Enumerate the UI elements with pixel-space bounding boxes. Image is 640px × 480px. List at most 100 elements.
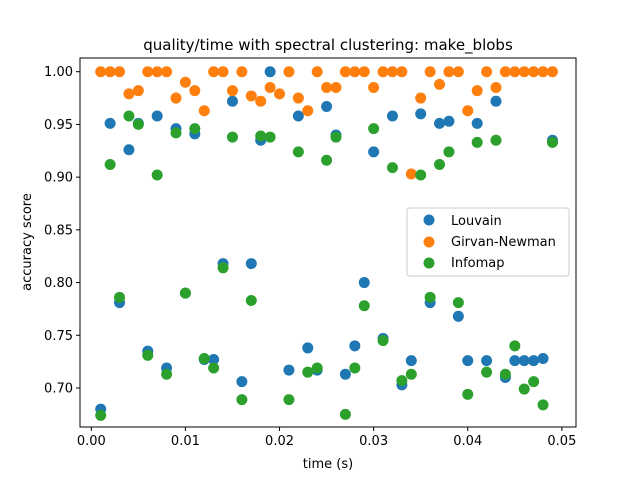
point-girvan-newman <box>179 76 191 88</box>
point-girvan-newman <box>424 66 436 78</box>
point-girvan-newman <box>123 88 135 100</box>
point-infomap <box>95 409 107 421</box>
point-infomap <box>377 335 389 347</box>
point-girvan-newman <box>396 66 408 78</box>
y-axis-label: accuracy score <box>20 193 35 291</box>
point-louvain <box>339 368 351 380</box>
point-girvan-newman <box>236 66 248 78</box>
legend-label-infomap: Infomap <box>451 256 505 271</box>
point-louvain <box>104 117 116 129</box>
point-girvan-newman <box>434 78 446 90</box>
point-infomap <box>443 146 455 158</box>
y-tick-label: 0.90 <box>44 171 73 186</box>
point-girvan-newman <box>142 66 154 78</box>
y-axis-ticks: 0.70 0.75 0.80 0.85 0.90 0.95 1.00 <box>44 65 80 396</box>
point-infomap <box>321 154 333 166</box>
point-girvan-newman <box>226 85 238 97</box>
point-louvain <box>481 355 493 367</box>
point-infomap <box>396 375 408 387</box>
point-infomap <box>104 158 116 170</box>
point-infomap <box>264 131 276 143</box>
point-infomap <box>452 297 464 309</box>
point-infomap <box>537 399 549 411</box>
point-girvan-newman <box>499 66 511 78</box>
point-girvan-newman <box>443 66 455 78</box>
point-infomap <box>339 408 351 420</box>
point-louvain <box>528 355 540 367</box>
point-louvain <box>452 310 464 322</box>
data-points <box>95 66 558 421</box>
point-girvan-newman <box>132 85 144 97</box>
point-louvain <box>264 66 276 78</box>
x-tick-label: 0.02 <box>265 434 294 449</box>
point-louvain <box>292 110 304 122</box>
point-louvain <box>471 117 483 129</box>
point-louvain <box>208 354 220 366</box>
point-girvan-newman <box>283 66 295 78</box>
legend-marker-girvan-newman <box>423 236 435 248</box>
y-tick-label: 0.75 <box>44 329 73 344</box>
point-infomap <box>283 394 295 406</box>
point-girvan-newman <box>114 66 126 78</box>
point-girvan-newman <box>462 105 474 117</box>
legend-label-louvain: Louvain <box>451 214 502 229</box>
point-louvain <box>245 258 257 270</box>
point-infomap <box>499 368 511 380</box>
point-infomap <box>161 368 173 380</box>
point-girvan-newman <box>292 92 304 104</box>
point-infomap <box>349 362 361 374</box>
y-tick-label: 0.70 <box>44 381 73 396</box>
point-infomap <box>292 146 304 158</box>
point-louvain <box>386 110 398 122</box>
x-tick-label: 0.04 <box>453 434 482 449</box>
point-infomap <box>302 366 314 378</box>
point-infomap <box>368 123 380 135</box>
point-infomap <box>415 169 427 181</box>
point-girvan-newman <box>264 82 276 94</box>
point-louvain <box>415 108 427 120</box>
point-girvan-newman <box>95 66 107 78</box>
point-girvan-newman <box>151 66 163 78</box>
legend-marker-louvain <box>423 214 435 226</box>
point-girvan-newman <box>537 66 549 78</box>
x-tick-label: 0.00 <box>77 434 106 449</box>
point-infomap <box>142 349 154 361</box>
point-louvain <box>405 355 417 367</box>
point-infomap <box>189 123 201 135</box>
point-girvan-newman <box>321 82 333 94</box>
point-infomap <box>170 127 182 139</box>
point-louvain <box>349 340 361 352</box>
point-infomap <box>179 287 191 299</box>
point-girvan-newman <box>415 92 427 104</box>
point-infomap <box>386 162 398 174</box>
x-tick-label: 0.05 <box>547 434 576 449</box>
point-infomap <box>123 110 135 122</box>
point-girvan-newman <box>198 105 210 117</box>
y-tick-label: 0.80 <box>44 276 73 291</box>
point-girvan-newman <box>405 168 417 180</box>
point-infomap <box>424 291 436 303</box>
point-infomap <box>330 131 342 143</box>
y-tick-label: 0.85 <box>44 223 73 238</box>
point-girvan-newman <box>509 66 521 78</box>
legend-frame <box>406 207 570 277</box>
y-tick-label: 0.95 <box>44 118 73 133</box>
x-tick-label: 0.03 <box>359 434 388 449</box>
point-infomap <box>490 134 502 146</box>
point-girvan-newman <box>302 105 314 117</box>
point-girvan-newman <box>311 66 323 78</box>
point-infomap <box>311 362 323 374</box>
point-louvain <box>434 117 446 129</box>
point-girvan-newman <box>104 66 116 78</box>
point-girvan-newman <box>368 82 380 94</box>
point-girvan-newman <box>339 66 351 78</box>
point-infomap <box>434 158 446 170</box>
point-girvan-newman <box>274 88 286 100</box>
point-girvan-newman <box>330 82 342 94</box>
point-girvan-newman <box>189 85 201 97</box>
y-tick-label: 1.00 <box>44 65 73 80</box>
point-louvain <box>151 110 163 122</box>
point-girvan-newman <box>349 66 361 78</box>
point-infomap <box>208 362 220 374</box>
